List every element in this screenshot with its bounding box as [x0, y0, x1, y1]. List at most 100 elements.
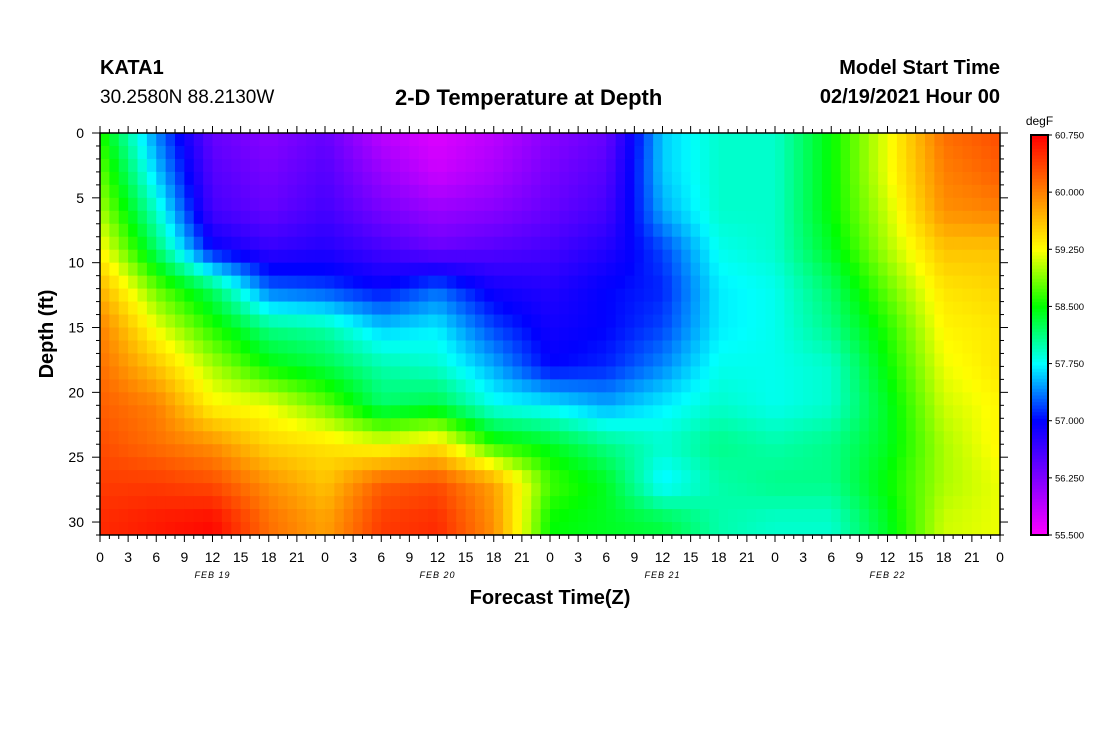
heatmap-cell — [362, 522, 373, 535]
heatmap-cell — [775, 262, 785, 277]
heatmap-cell — [821, 509, 832, 523]
heatmap-cell — [521, 145, 532, 160]
heatmap-cell — [953, 444, 964, 458]
heatmap-cell — [775, 418, 785, 432]
heatmap-cell — [221, 210, 232, 225]
colorbar-segment — [1031, 168, 1048, 173]
heatmap-cell — [278, 405, 289, 419]
heatmap-cell — [456, 522, 467, 535]
heatmap-cell — [821, 301, 832, 316]
heatmap-cell — [925, 353, 935, 368]
heatmap-cell — [437, 197, 448, 212]
heatmap-cell — [606, 314, 617, 329]
heatmap-cell — [953, 197, 964, 212]
heatmap-cell — [821, 275, 832, 290]
heatmap-cell — [193, 405, 204, 419]
heatmap-cell — [503, 379, 514, 393]
heatmap-cell — [175, 405, 185, 419]
heatmap-cell — [250, 418, 260, 432]
heatmap-cell — [653, 392, 664, 406]
colorbar-segment — [1031, 178, 1048, 183]
heatmap-cell — [756, 483, 767, 497]
heatmap-cell — [475, 327, 485, 342]
heatmap-cell — [662, 353, 673, 368]
heatmap-cell — [325, 133, 335, 147]
heatmap-cell — [990, 496, 1000, 510]
heatmap-cell — [765, 431, 776, 445]
heatmap-cell — [428, 158, 439, 173]
heatmap-cell — [362, 509, 373, 523]
heatmap-cell — [250, 210, 260, 225]
heatmap-cell — [418, 145, 429, 160]
heatmap-cell — [718, 353, 729, 368]
heatmap-cell — [671, 470, 682, 484]
heatmap-cell — [831, 314, 842, 329]
heatmap-cell — [503, 301, 514, 316]
heatmap-cell — [915, 327, 926, 342]
heatmap-cell — [962, 483, 973, 497]
station-id: KATA1 — [100, 57, 164, 79]
heatmap-cell — [400, 379, 410, 393]
colorbar-segment — [1031, 165, 1048, 169]
heatmap-cell — [850, 275, 860, 290]
heatmap-cell — [737, 483, 748, 497]
heatmap-cell — [943, 418, 954, 432]
heatmap-cell — [709, 366, 720, 380]
heatmap-cell — [568, 353, 579, 368]
heatmap-cell — [362, 379, 373, 393]
heatmap-cell — [446, 288, 457, 303]
heatmap-cell — [521, 197, 532, 212]
x-tick-label: 21 — [289, 549, 305, 565]
heatmap-cell — [737, 223, 748, 238]
heatmap-cell — [353, 496, 364, 510]
heatmap-cell — [859, 249, 870, 264]
heatmap-cell — [437, 457, 448, 471]
heatmap-cell — [118, 236, 129, 251]
heatmap-cell — [803, 301, 814, 316]
heatmap-cell — [615, 223, 626, 238]
heatmap-cell — [587, 457, 598, 471]
heatmap-cell — [540, 210, 551, 225]
heatmap-cell — [784, 353, 795, 368]
heatmap-cell — [559, 509, 570, 523]
heatmap-cell — [812, 301, 823, 316]
heatmap-cell — [193, 379, 204, 393]
heatmap-cell — [109, 392, 120, 406]
heatmap-cell — [325, 301, 335, 316]
heatmap-cell — [184, 366, 195, 380]
heatmap-cell — [578, 171, 589, 186]
heatmap-cell — [934, 353, 945, 368]
heatmap-cell — [775, 275, 785, 290]
heatmap-cell — [587, 301, 598, 316]
heatmap-cell — [606, 392, 617, 406]
heatmap-cell — [100, 184, 110, 199]
heatmap-cell — [578, 392, 589, 406]
heatmap-cell — [100, 133, 110, 147]
heatmap-cell — [653, 444, 664, 458]
heatmap-cell — [775, 483, 785, 497]
heatmap-cell — [278, 418, 289, 432]
heatmap-cell — [231, 366, 242, 380]
heatmap-cell — [446, 275, 457, 290]
heatmap-cell — [109, 197, 120, 212]
colorbar-segment — [1031, 325, 1048, 329]
heatmap-cell — [512, 353, 523, 368]
heatmap-cell — [887, 171, 898, 186]
heatmap-cell — [653, 236, 664, 251]
heatmap-cell — [831, 158, 842, 173]
heatmap-cell — [568, 223, 579, 238]
heatmap-cell — [625, 275, 635, 290]
heatmap-cell — [287, 197, 298, 212]
heatmap-cell — [840, 171, 851, 186]
heatmap-cell — [512, 288, 523, 303]
heatmap-cell — [212, 496, 223, 510]
heatmap-cell — [840, 522, 851, 535]
heatmap-cell — [334, 379, 345, 393]
colorbar-segment — [1031, 365, 1048, 369]
heatmap-cell — [906, 197, 917, 212]
heatmap-cell — [840, 223, 851, 238]
heatmap-cell — [700, 210, 710, 225]
heatmap-cell — [587, 496, 598, 510]
heatmap-cell — [934, 145, 945, 160]
